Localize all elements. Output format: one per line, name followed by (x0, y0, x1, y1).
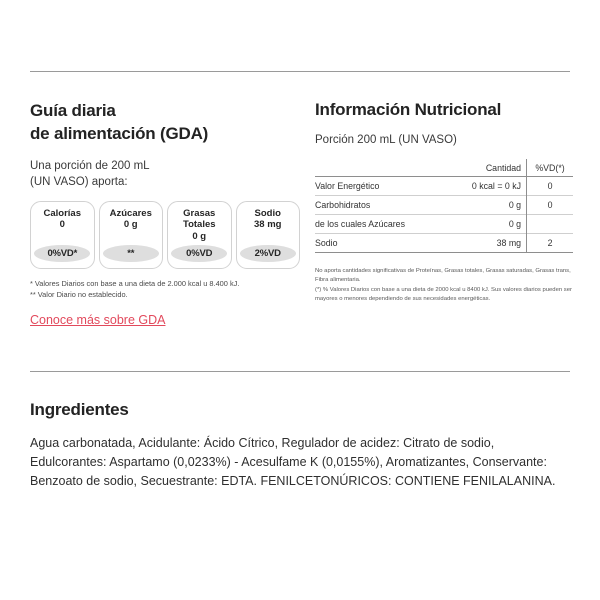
gda-subtitle: Una porción de 200 mL (UN VASO) aporta: (30, 159, 300, 190)
gda-box-azucares: Azúcares 0 g ** (98, 201, 163, 270)
ingredients-panel: Ingredientes Agua carbonatada, Acidulant… (30, 386, 570, 490)
divider-top (30, 71, 570, 72)
nutrition-footnote-1: No aporta cantidades significativas de P… (315, 268, 571, 284)
ingredients-title: Ingredientes (30, 400, 129, 420)
nutrition-title: Información Nutricional (315, 100, 502, 120)
gda-footnotes: * Valores Diarios con base a una dieta d… (30, 278, 300, 300)
cell-nutrient: de los cuales Azúcares (315, 219, 405, 230)
nutrition-panel: Información Nutricional Porción 200 mL (… (315, 86, 573, 304)
gda-title-line1: Guía diaria (30, 101, 116, 121)
header-nutrient (315, 159, 449, 177)
cell-vd: 0 (526, 176, 573, 196)
cell-nutrient: Sodio (315, 238, 338, 249)
table-row: de los cuales Azúcares 0 g (315, 214, 573, 234)
nutrition-footnote-2: (*) % Valores Diarios con base a una die… (315, 286, 572, 302)
gda-box-value: 0 g (192, 230, 207, 242)
gda-footnote-1: * Valores Diarios con base a una dieta d… (30, 279, 240, 289)
cell-nutrient: Carbohidratos (315, 200, 371, 211)
gda-box-label: Sodio (254, 208, 281, 220)
gda-box-badge: 0%VD* (34, 245, 91, 263)
table-header-row: Cantidad %VD(*) (315, 159, 573, 177)
header-vd: %VD(*) (526, 159, 573, 177)
cell-amount: 0 g (508, 200, 522, 211)
gda-box-value: 0 (59, 219, 65, 231)
gda-subtitle-line1: Una porción de 200 mL (30, 160, 150, 173)
ingredients-text: Agua carbonatada, Acidulante: Ácido Cítr… (30, 436, 556, 488)
gda-box-badge: 2%VD (239, 245, 296, 263)
nutrition-footnotes: No aporta cantidades significativas de P… (315, 267, 573, 304)
cell-vd: 2 (526, 233, 573, 253)
gda-box-label: Calorías (43, 208, 82, 220)
gda-box-badge: 0%VD (171, 245, 228, 263)
nutrition-table: Cantidad %VD(*) Valor Energético 0 kcal … (315, 159, 573, 253)
gda-box-value: 0 g (123, 219, 138, 231)
cell-vd (526, 214, 573, 234)
nutrition-table-body: Valor Energético 0 kcal = 0 kJ 0 Carbohi… (315, 176, 573, 253)
gda-title-line2: de alimentación (GDA) (30, 123, 209, 143)
nutrition-portion: Porción 200 mL (UN VASO) (315, 134, 457, 147)
gda-box-badge: ** (102, 245, 159, 263)
divider-middle (30, 371, 570, 372)
gda-more-info-link[interactable]: Conoce más sobre GDA (30, 313, 166, 328)
cell-vd: 0 (526, 195, 573, 215)
gda-box-label: Grasas Totales (182, 208, 216, 231)
gda-box-group: Calorías 0 0%VD* Azúcares 0 g ** Grasas T… (30, 201, 300, 270)
header-amount: Cantidad (485, 163, 522, 174)
gda-footnote-2: ** Valor Diario no establecido. (30, 290, 128, 300)
gda-box-grasas-totales: Grasas Totales 0 g 0%VD (167, 201, 232, 270)
gda-box-sodio: Sodio 38 mg 2%VD (235, 201, 300, 270)
nutrition-table-head: Cantidad %VD(*) (315, 159, 573, 177)
gda-subtitle-line2: (UN VASO) aporta: (30, 175, 128, 188)
gda-box-value: 38 mg (254, 219, 282, 231)
gda-box-label: Azúcares (109, 208, 152, 220)
cell-nutrient: Valor Energético (315, 181, 380, 192)
table-row: Sodio 38 mg 2 (315, 233, 573, 253)
gda-title: Guía diaria de alimentación (GDA) (30, 100, 300, 145)
table-row: Carbohidratos 0 g 0 (315, 195, 573, 215)
cell-amount: 0 kcal = 0 kJ (471, 181, 522, 192)
table-row: Valor Energético 0 kcal = 0 kJ 0 (315, 176, 573, 196)
gda-panel: Guía diaria de alimentación (GDA) Una po… (30, 86, 300, 329)
gda-box-calorias: Calorías 0 0%VD* (30, 201, 95, 270)
cell-amount: 38 mg (496, 238, 522, 249)
cell-amount: 0 g (508, 219, 522, 230)
